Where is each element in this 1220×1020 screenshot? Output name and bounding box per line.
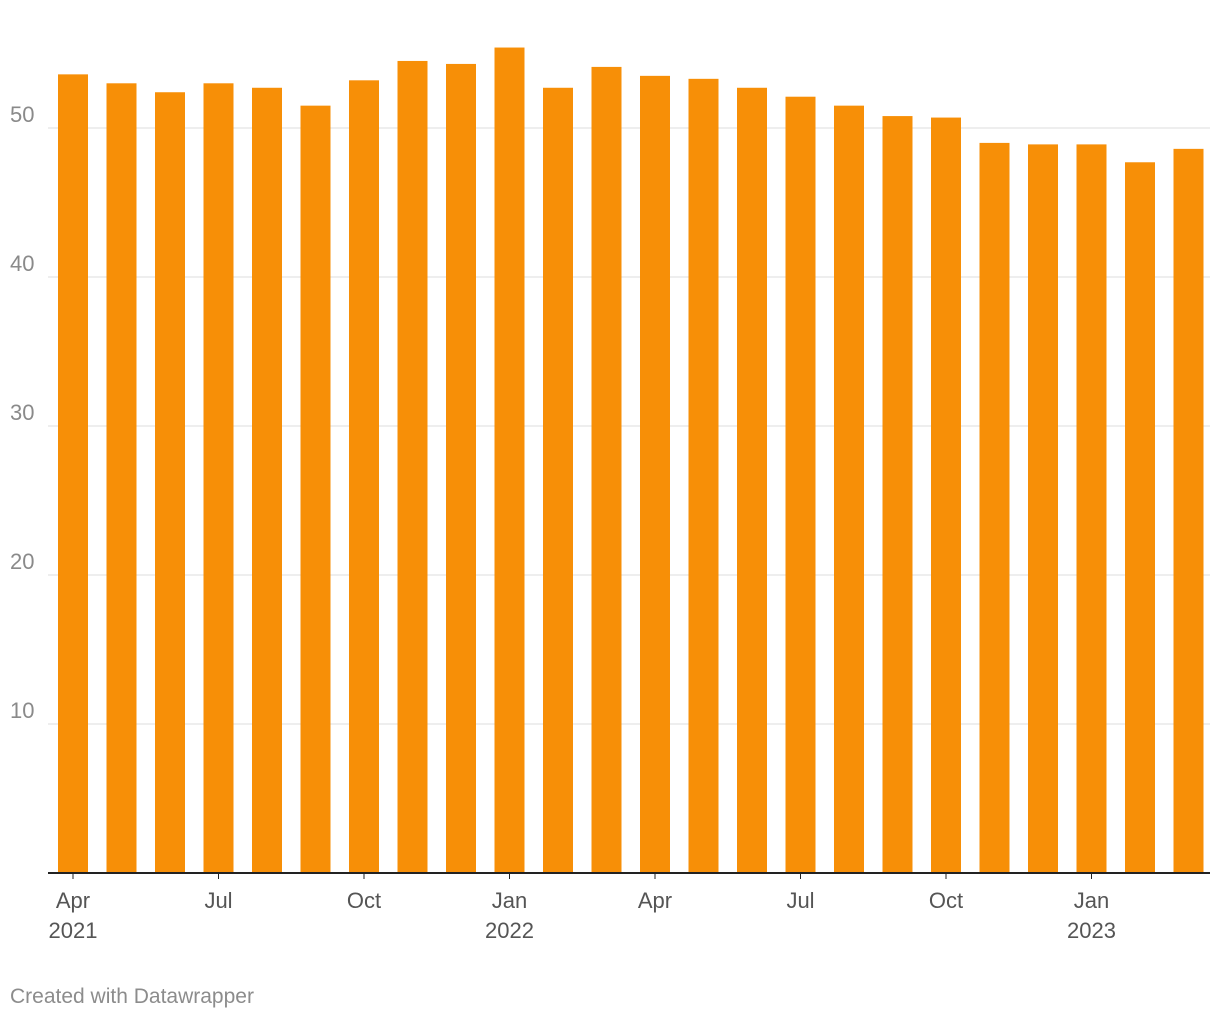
bar-may-2021[interactable] xyxy=(106,83,137,874)
x-tick-label-month: Oct xyxy=(347,888,381,913)
x-tick-label-month: Jan xyxy=(1074,888,1109,913)
bar-chart: 10 20 30 40 50 Apr 2021 Jul Oct Jan 2022 Apr Jul Oct J… xyxy=(10,47,1210,943)
x-tick-label-month: Apr xyxy=(56,888,90,913)
bar-apr-2022[interactable] xyxy=(640,75,670,874)
bar-sep-2021[interactable] xyxy=(300,105,331,873)
bar-jul-2022[interactable] xyxy=(785,96,816,873)
y-tick-label-50: 50 xyxy=(10,102,34,127)
bar-oct-2021[interactable] xyxy=(349,80,379,873)
bar-oct-2022[interactable] xyxy=(931,117,961,873)
bar-mar-2023[interactable] xyxy=(1173,148,1204,874)
bar-aug-2021[interactable] xyxy=(252,87,282,873)
bar-jul-2021[interactable] xyxy=(203,83,234,874)
y-tick-label-40: 40 xyxy=(10,251,34,276)
credit-text[interactable]: Created with Datawrapper xyxy=(10,985,254,1008)
bar-apr-2021[interactable] xyxy=(58,74,88,874)
bar-nov-2021[interactable] xyxy=(397,60,428,873)
bar-sep-2022[interactable] xyxy=(882,116,913,873)
chart-svg: 10 20 30 40 50 Apr 2021 Jul Oct Jan 2022 Apr Jul Oct J… xyxy=(10,47,1210,943)
y-tick-label-20: 20 xyxy=(10,549,34,574)
bar-jan-2022[interactable] xyxy=(494,47,525,874)
bar-may-2022[interactable] xyxy=(688,78,719,873)
bar-jan-2023[interactable] xyxy=(1076,144,1107,873)
x-tick-label-month: Jul xyxy=(786,888,814,913)
x-tick-label-year: 2021 xyxy=(49,918,98,943)
y-tick-label-10: 10 xyxy=(10,698,34,723)
x-tick-label-month: Oct xyxy=(929,888,963,913)
y-tick-label-30: 30 xyxy=(10,400,34,425)
x-tick-label-year: 2023 xyxy=(1067,918,1116,943)
bar-dec-2022[interactable] xyxy=(1028,144,1058,873)
bar-jun-2021[interactable] xyxy=(155,92,185,874)
bar-mar-2022[interactable] xyxy=(591,66,622,873)
x-tick-label-month: Jan xyxy=(492,888,527,913)
x-tick-label-month: Jul xyxy=(204,888,232,913)
bar-jun-2022[interactable] xyxy=(737,87,767,873)
bar-dec-2021[interactable] xyxy=(446,63,476,874)
bar-aug-2022[interactable] xyxy=(834,105,864,873)
x-tick-label-year: 2022 xyxy=(485,918,534,943)
x-tick-label-month: Apr xyxy=(638,888,672,913)
bar-nov-2022[interactable] xyxy=(979,142,1010,873)
bar-feb-2023[interactable] xyxy=(1125,162,1155,873)
bar-feb-2022[interactable] xyxy=(543,87,573,873)
